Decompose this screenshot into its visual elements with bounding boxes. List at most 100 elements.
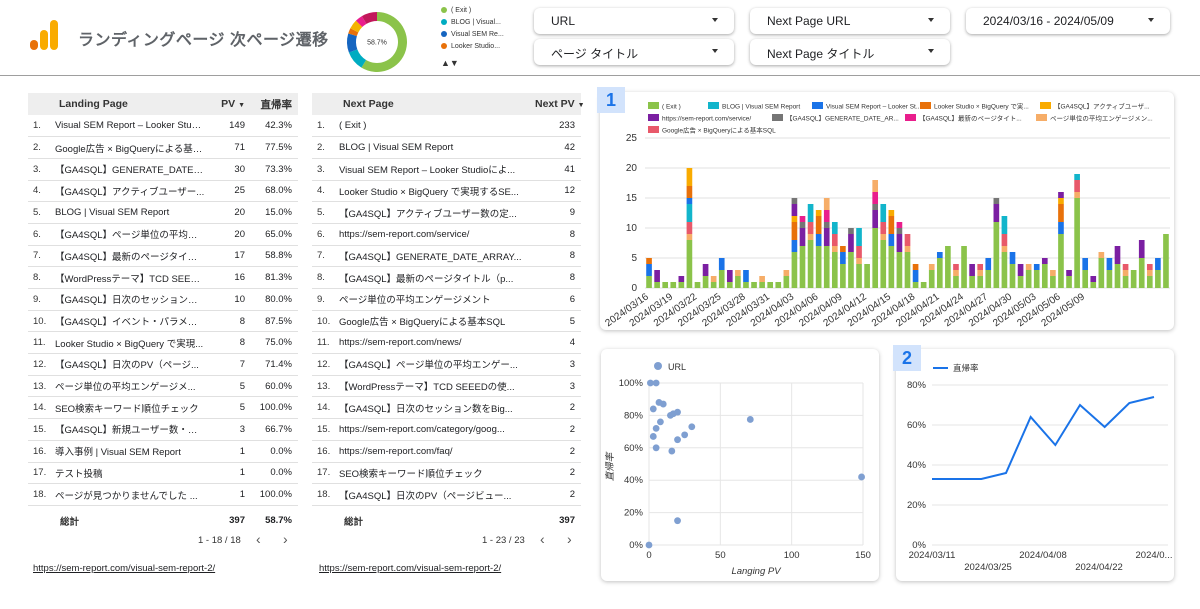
scatter-point[interactable] xyxy=(681,431,689,439)
bar-segment[interactable] xyxy=(840,264,846,288)
bar-segment[interactable] xyxy=(831,246,838,252)
table-row[interactable]: 3. Visual SEM Report – Looker Studioによ...… xyxy=(312,158,581,181)
bar-segment[interactable] xyxy=(880,222,887,234)
bar-segment[interactable] xyxy=(872,180,879,192)
bar-segment[interactable] xyxy=(936,258,943,288)
bar-segment[interactable] xyxy=(1033,270,1040,288)
bar-segment[interactable] xyxy=(678,276,685,282)
table-row[interactable]: 12. 【GA4SQL】日次のPV（ページ... 7 71.4% xyxy=(28,353,298,376)
table-row[interactable]: 1. Visual SEM Report – Looker Studio... 14… xyxy=(28,115,298,138)
bar-segment[interactable] xyxy=(735,270,741,276)
bar-segment[interactable] xyxy=(743,270,749,282)
header-next-pv[interactable]: Next PV ▼ xyxy=(531,93,585,115)
bar-segment[interactable] xyxy=(1163,234,1169,288)
bar-segment[interactable] xyxy=(1146,270,1153,276)
scatter-point[interactable] xyxy=(668,447,676,455)
bar-segment[interactable] xyxy=(896,234,903,252)
bar-segment[interactable] xyxy=(1001,216,1008,234)
table-row[interactable]: 14. SEO検索キーワード順位チェック 5 100.0% xyxy=(28,396,298,420)
bar-segment[interactable] xyxy=(799,216,806,222)
bar-segment[interactable] xyxy=(1050,270,1056,276)
scatter-point[interactable] xyxy=(746,416,754,423)
table-row[interactable]: 17. SEO検索キーワード順位チェック 2 xyxy=(312,462,581,485)
bar-segment[interactable] xyxy=(654,282,660,288)
bar-segment[interactable] xyxy=(1025,264,1032,270)
scatter-point[interactable] xyxy=(652,444,660,452)
bar-segment[interactable] xyxy=(1009,264,1016,288)
bar-segment[interactable] xyxy=(1098,258,1105,288)
table-row[interactable]: 18. 【GA4SQL】日次のPV（ページビュー... 2 xyxy=(312,483,581,506)
bar-segment[interactable] xyxy=(1098,252,1105,258)
bar-segment[interactable] xyxy=(985,270,992,288)
table-row[interactable]: 3. 【GA4SQL】GENERATE_DATE_A... 30 73.3% xyxy=(28,158,298,181)
prev-page-icon[interactable]: ‹ xyxy=(256,531,261,547)
table-row[interactable]: 9. 【GA4SQL】日次のセッション数... 10 80.0% xyxy=(28,288,298,311)
bar-segment[interactable] xyxy=(888,234,895,246)
table-row[interactable]: 2. Google広告 × BigQueryによる基本... 71 77.5% xyxy=(28,136,298,159)
bar-segment[interactable] xyxy=(1090,276,1097,282)
bar-segment[interactable] xyxy=(880,234,887,240)
bar-segment[interactable] xyxy=(735,276,741,288)
bar-segment[interactable] xyxy=(710,276,717,282)
bar-segment[interactable] xyxy=(912,264,919,270)
table-row[interactable]: 11. Looker Studio × BigQuery で実現... 8 75.0% xyxy=(28,331,298,355)
bar-segment[interactable] xyxy=(840,246,846,252)
bar-segment[interactable] xyxy=(896,252,903,288)
bar-segment[interactable] xyxy=(1058,204,1064,222)
bar-segment[interactable] xyxy=(993,222,1000,288)
bar-segment[interactable] xyxy=(823,228,830,246)
bar-segment[interactable] xyxy=(783,270,790,276)
bar-segment[interactable] xyxy=(791,222,798,240)
bar-segment[interactable] xyxy=(1114,264,1121,288)
bar-segment[interactable] xyxy=(1090,282,1097,288)
scatter-point[interactable] xyxy=(645,541,653,549)
table-row[interactable]: 8. 【WordPressテーマ】TCD SEEED... 16 81.3% xyxy=(28,266,298,289)
bar-segment[interactable] xyxy=(1017,264,1024,276)
bar-segment[interactable] xyxy=(791,240,798,252)
table-row[interactable]: 13. 【WordPressテーマ】TCD SEEEDの使... 3 xyxy=(312,375,581,398)
bar-segment[interactable] xyxy=(694,282,701,288)
scatter-point[interactable] xyxy=(649,433,657,440)
bar-segment[interactable] xyxy=(831,252,838,288)
table-row[interactable]: 14. 【GA4SQL】日次のセッション数をBig... 2 xyxy=(312,396,581,420)
bar-segment[interactable] xyxy=(1058,222,1064,234)
next-page-url-filter-dropdown[interactable]: Next Page URL xyxy=(750,8,950,34)
bar-segment[interactable] xyxy=(1155,270,1161,288)
bar-segment[interactable] xyxy=(1146,276,1153,288)
scatter-point[interactable] xyxy=(674,436,681,444)
bar-segment[interactable] xyxy=(856,258,862,264)
bar-segment[interactable] xyxy=(912,282,919,288)
bar-segment[interactable] xyxy=(831,234,838,246)
bar-segment[interactable] xyxy=(1033,264,1040,270)
table-row[interactable]: 9. ページ単位の平均エンゲージメント 6 xyxy=(312,288,581,311)
bar-segment[interactable] xyxy=(840,252,846,264)
table-row[interactable]: 6. 【GA4SQL】ページ単位の平均エ... 20 65.0% xyxy=(28,223,298,246)
bar-segment[interactable] xyxy=(718,258,725,270)
scatter-point[interactable] xyxy=(652,424,660,432)
bar-segment[interactable] xyxy=(791,252,798,288)
bar-segment[interactable] xyxy=(872,210,879,228)
bar-segment[interactable] xyxy=(823,222,830,228)
bar-segment[interactable] xyxy=(1074,180,1080,192)
bar-segment[interactable] xyxy=(1138,258,1145,288)
bar-segment[interactable] xyxy=(686,234,693,240)
bar-segment[interactable] xyxy=(953,276,959,288)
next-page-icon[interactable]: › xyxy=(283,531,288,547)
scatter-point[interactable] xyxy=(659,400,667,408)
bar-segment[interactable] xyxy=(823,198,830,210)
bar-segment[interactable] xyxy=(815,234,822,246)
bar-segment[interactable] xyxy=(953,264,959,270)
bar-segment[interactable] xyxy=(767,282,774,288)
bar-segment[interactable] xyxy=(920,282,927,288)
bar-segment[interactable] xyxy=(1106,270,1113,288)
bar-segment[interactable] xyxy=(1058,198,1064,204)
bar-segment[interactable] xyxy=(985,258,992,270)
donut-legend-pager[interactable]: ▲▼ xyxy=(441,58,459,68)
prev-page-icon[interactable]: ‹ xyxy=(540,531,545,547)
scatter-point[interactable] xyxy=(674,517,681,525)
table-row[interactable]: 13. ページ単位の平均エンゲージメ... 5 60.0% xyxy=(28,375,298,398)
bar-segment[interactable] xyxy=(815,210,822,216)
bar-segment[interactable] xyxy=(1082,270,1089,288)
bar-segment[interactable] xyxy=(807,240,814,288)
bar-segment[interactable] xyxy=(1130,270,1137,288)
